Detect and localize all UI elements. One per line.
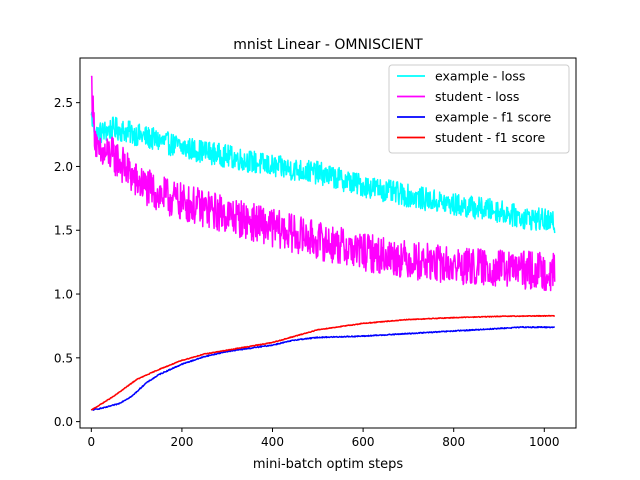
legend-label: student - f1 score — [435, 130, 545, 145]
x-tick-label: 400 — [261, 435, 284, 449]
y-axis: 0.0 0.5 1.0 1.5 2.0 2.5 — [54, 96, 80, 429]
y-tick-label: 2.5 — [54, 96, 73, 110]
y-tick-label: 0.0 — [54, 415, 73, 429]
x-tick-label: 0 — [88, 435, 96, 449]
y-tick-label: 2.0 — [54, 160, 73, 174]
series-line-1 — [90, 75, 556, 292]
legend-label: example - loss — [435, 69, 525, 84]
y-tick-label: 1.5 — [54, 224, 73, 238]
y-tick-label: 0.5 — [54, 351, 73, 365]
series-line-2 — [90, 325, 556, 411]
x-tick-label: 800 — [442, 435, 465, 449]
legend-label: student - loss — [435, 89, 519, 104]
series-line-3 — [90, 314, 556, 411]
x-tick-label: 200 — [170, 435, 193, 449]
series-layer — [90, 75, 556, 411]
legend-box — [388, 64, 570, 154]
y-tick-label: 1.0 — [54, 288, 73, 302]
x-tick-label: 1000 — [529, 435, 560, 449]
chart-title: mnist Linear - OMNISCIENT — [233, 37, 423, 53]
x-axis: 0 200 400 600 800 1000 — [88, 428, 560, 449]
plot-border — [79, 57, 577, 429]
series-line-0 — [90, 111, 556, 234]
legend-label: example - f1 score — [435, 110, 551, 125]
legend: example - loss student - loss example - f1… — [388, 64, 570, 154]
x-axis-label: mini-batch optim steps — [253, 457, 403, 472]
x-tick-label: 600 — [352, 435, 375, 449]
